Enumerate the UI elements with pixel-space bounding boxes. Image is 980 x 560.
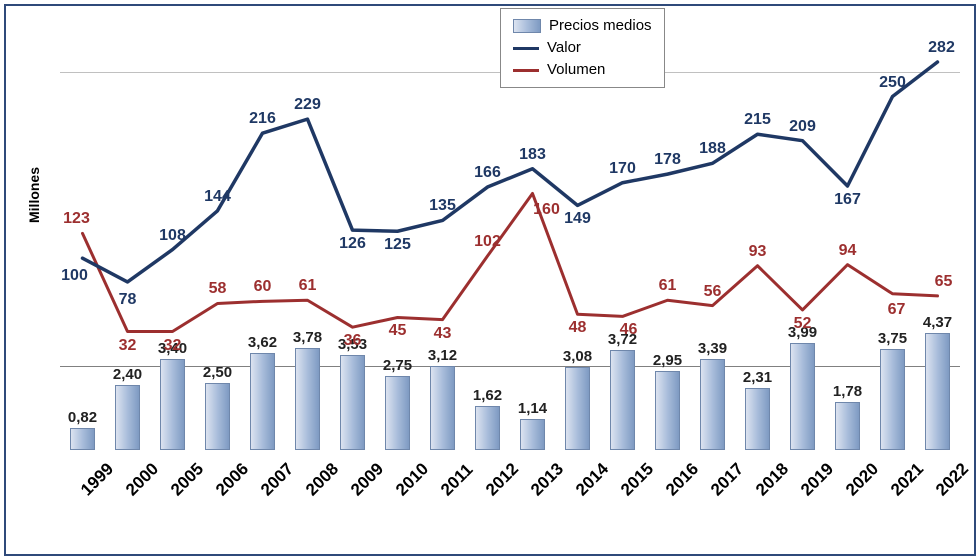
valor-value-label: 183 <box>519 146 546 164</box>
legend-swatch-line <box>513 69 539 72</box>
valor-value-label: 108 <box>159 227 186 245</box>
valor-value-label: 188 <box>699 140 726 158</box>
y-axis-label: Millones <box>26 167 42 223</box>
valor-value-label: 167 <box>834 191 861 209</box>
legend-swatch-bar <box>513 19 541 33</box>
legend-label: Volumen <box>547 59 605 81</box>
valor-value-label: 100 <box>61 267 88 285</box>
valor-value-label: 144 <box>204 188 231 206</box>
valor-value-label: 229 <box>294 96 321 114</box>
valor-value-label: 216 <box>249 110 276 128</box>
valor-value-label: 126 <box>339 235 366 253</box>
valor-value-label: 209 <box>789 118 816 136</box>
legend-swatch-line <box>513 47 539 50</box>
valor-line <box>60 30 960 450</box>
valor-value-label: 178 <box>654 151 681 169</box>
valor-value-label: 78 <box>119 291 137 309</box>
valor-value-label: 215 <box>744 111 771 129</box>
chart-container: 0,822,403,402,503,623,783,532,753,121,62… <box>0 0 980 560</box>
valor-value-label: 135 <box>429 197 456 215</box>
legend-item: Volumen <box>513 59 652 81</box>
valor-value-label: 170 <box>609 160 636 178</box>
legend-item: Precios medios <box>513 15 652 37</box>
valor-value-label: 250 <box>879 74 906 92</box>
valor-value-label: 149 <box>564 210 591 228</box>
valor-value-label: 166 <box>474 164 501 182</box>
valor-value-label: 125 <box>384 236 411 254</box>
legend-label: Precios medios <box>549 15 652 37</box>
legend-label: Valor <box>547 37 581 59</box>
legend-item: Valor <box>513 37 652 59</box>
legend: Precios mediosValorVolumen <box>500 8 665 88</box>
plot-area: 0,822,403,402,503,623,783,532,753,121,62… <box>60 30 960 450</box>
valor-value-label: 282 <box>928 39 955 57</box>
